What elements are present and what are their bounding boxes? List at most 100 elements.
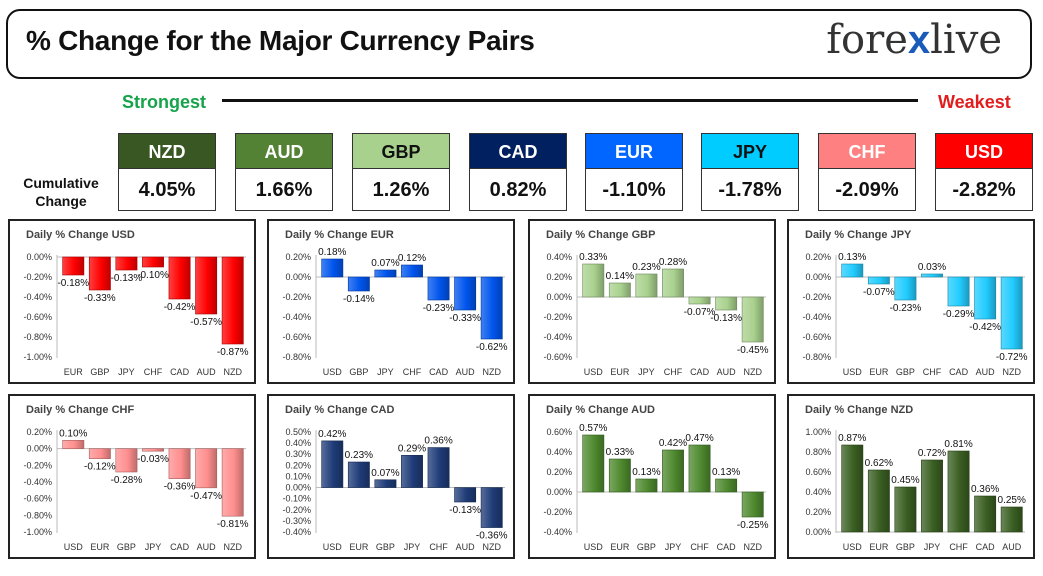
data-label: 0.03% [918, 262, 946, 273]
data-label: 0.72% [918, 448, 946, 459]
data-label: -0.03% [137, 454, 169, 465]
bar-usd [841, 263, 864, 278]
bar-chf [921, 273, 943, 278]
y-tick-label: -0.80% [802, 352, 831, 362]
y-tick-label: -0.20% [543, 312, 572, 322]
data-label: -0.29% [943, 309, 975, 320]
bar-usd [582, 434, 605, 493]
bar-chf [142, 256, 164, 268]
currency-cumulative-value: 0.82% [469, 169, 567, 211]
data-label: 0.12% [398, 253, 426, 264]
data-label: -0.33% [84, 293, 116, 304]
data-label: 0.29% [398, 443, 426, 454]
bar-chart-svg: Daily % Change NZD 1.00% 0.80% 0.60% 0.40% 0.… [805, 404, 1026, 552]
x-tick-label: CHF [403, 367, 422, 377]
bar-aud [974, 276, 997, 320]
bar-jpy [401, 455, 423, 488]
strongest-label: Strongest [122, 92, 207, 112]
y-tick-label: 0.20% [805, 252, 831, 262]
data-label: 0.81% [944, 439, 972, 450]
y-tick-label: 0.00% [285, 272, 311, 282]
y-tick-label: -0.10% [282, 494, 311, 504]
currency-code: USD [935, 133, 1033, 169]
bar-jpy [662, 449, 684, 493]
data-label: 0.36% [424, 436, 452, 447]
y-tick-label: -0.60% [543, 352, 572, 362]
currency-box-chf: CHF -2.09% [818, 133, 916, 211]
bar-jpy [635, 273, 658, 298]
data-label: 0.13% [838, 252, 866, 263]
chart-title: Daily % Change AUD [546, 404, 655, 416]
bar-gbp [88, 256, 111, 291]
data-label: -0.07% [684, 307, 716, 318]
chart-panel-5: Daily % Change CAD 0.50% 0.40% 0.30% 0.20% 0.… [267, 394, 515, 559]
data-label: 0.07% [371, 258, 399, 269]
x-tick-label: JPY [118, 367, 135, 377]
header-box: % Change for the Major Currency Pairs fo… [6, 9, 1032, 79]
data-label: -0.36% [164, 482, 196, 493]
y-tick-label: 0.30% [285, 449, 311, 459]
x-tick-label: USD [843, 542, 863, 552]
bar-cad [947, 276, 970, 307]
currency-cumulative-value: -2.09% [818, 169, 916, 211]
x-tick-label: CAD [170, 367, 190, 377]
page-title: % Change for the Major Currency Pairs [26, 25, 535, 56]
bar-usd [841, 444, 864, 533]
x-tick-label: JPY [145, 542, 162, 552]
bar-gbp [894, 486, 917, 533]
chart-panel-1: Daily % Change EUR 0.20% 0.00% -0.20% -0.40%… [267, 219, 515, 384]
y-tick-label: 0.20% [546, 272, 572, 282]
bar-usd [321, 258, 344, 278]
x-tick-label: CHF [923, 367, 942, 377]
y-tick-label: 0.80% [805, 447, 831, 457]
x-tick-label: GBP [117, 542, 136, 552]
x-tick-label: CAD [690, 367, 710, 377]
chart-panel-7: Daily % Change NZD 1.00% 0.80% 0.60% 0.40% 0.… [787, 394, 1035, 559]
currency-cumulative-value: -2.82% [935, 169, 1033, 211]
scale-line [222, 99, 918, 102]
x-tick-label: USD [584, 542, 604, 552]
bar-cad [715, 478, 738, 493]
data-label: 0.25% [998, 495, 1026, 506]
chart-title: Daily % Change NZD [805, 404, 913, 416]
y-tick-label: 0.10% [285, 471, 311, 481]
x-tick-label: CHF [690, 542, 709, 552]
y-tick-label: -0.80% [23, 510, 52, 520]
y-tick-label: 0.40% [285, 438, 311, 448]
currency-cumulative-value: 4.05% [118, 169, 216, 211]
x-tick-label: EUR [869, 367, 889, 377]
x-tick-label: CAD [429, 367, 449, 377]
bar-chf [427, 447, 450, 488]
y-tick-label: -0.20% [23, 272, 52, 282]
chart-panel-3: Daily % Change JPY 0.20% 0.00% -0.20% -0.40%… [787, 219, 1035, 384]
y-tick-label: -1.00% [23, 352, 52, 362]
y-tick-label: -0.40% [23, 292, 52, 302]
data-label: 0.47% [685, 433, 713, 444]
bar-jpy [115, 256, 138, 271]
data-label: 0.87% [838, 433, 866, 444]
chart-title: Daily % Change GBP [546, 229, 655, 241]
currency-code: CAD [469, 133, 567, 169]
chart-title: Daily % Change CHF [26, 404, 134, 416]
x-tick-label: EUR [610, 542, 630, 552]
data-label: -0.42% [969, 322, 1001, 333]
y-tick-label: 0.40% [546, 252, 572, 262]
data-label: -0.33% [449, 313, 481, 324]
bar-chart-svg: Daily % Change CHF 0.20% 0.00% -0.20% -0.40%… [23, 404, 248, 552]
data-label: -0.13% [710, 313, 742, 324]
bar-gbp [374, 479, 397, 488]
bar-chf [688, 444, 711, 493]
y-tick-label: -0.20% [282, 292, 311, 302]
x-tick-label: NZD [482, 542, 501, 552]
data-label: -0.47% [190, 491, 222, 502]
x-tick-label: CHF [664, 367, 683, 377]
bar-chart-svg: Daily % Change CAD0.50%0.40%0.30%0.20%0.… [282, 404, 507, 552]
x-tick-label: GBP [896, 542, 915, 552]
y-tick-label: 0.40% [805, 487, 831, 497]
x-tick-label: NZD [743, 542, 762, 552]
y-tick-label: 0.50% [285, 427, 311, 437]
currency-box-jpy: JPY -1.78% [701, 133, 799, 211]
x-tick-label: NZD [1002, 367, 1021, 377]
x-tick-label: GBP [349, 367, 368, 377]
bar-eur [608, 282, 631, 298]
